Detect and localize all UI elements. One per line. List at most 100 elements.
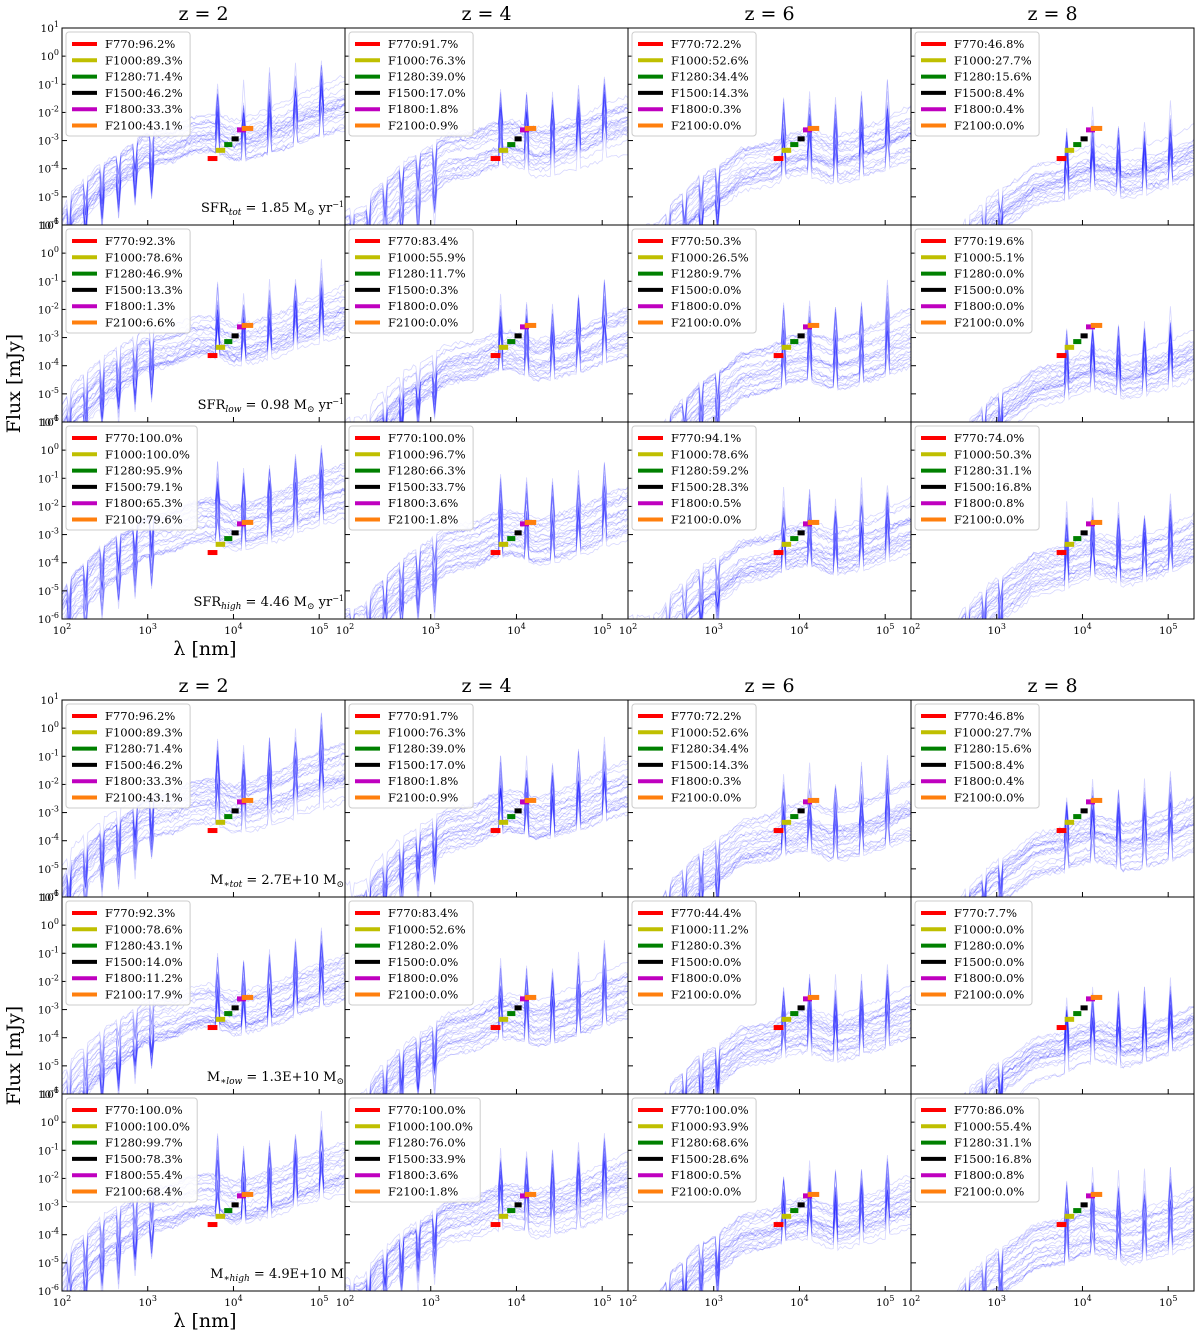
panel: F770:46.8% F1000:27.7% F1280:15.6% F1500:8.… [910,27,1195,226]
sed-curve [960,515,1194,619]
sed-curve [691,805,911,897]
legend-entry: F1280:71.4% [105,742,183,756]
sed-curve [676,970,911,1094]
y-tick-label: 10-4 [38,161,59,176]
sed-curve [388,116,628,225]
sed-curve [673,979,911,1094]
sed-curve [374,302,628,422]
sed-curve [72,303,345,422]
sed-curve [686,503,911,619]
legend-entry: F2100:0.0% [671,1185,741,1199]
sed-curve [376,296,628,422]
sed-curve [990,334,1194,422]
sed-curve [370,1148,628,1291]
sed-curves [962,100,1194,225]
sed-curve [62,453,345,603]
sed-curve [686,503,911,619]
sed-curve [70,1153,345,1291]
sed-curve [63,759,345,897]
legend: F770:86.0% F1000:55.4% F1280:31.1% F1500:16… [914,1097,1040,1203]
sed-curve [62,449,345,610]
legend-entry: F1000:100.0% [105,1119,190,1133]
legend-entry: F1000:89.3% [105,53,183,67]
sed-curve [686,131,911,225]
legend-entry: F1000:11.2% [671,922,749,936]
sed-curve [378,84,628,225]
legend-entry: F1280:0.3% [671,939,741,953]
sed-curve [671,974,911,1094]
sed-curve [392,315,628,422]
legend-entry: F1280:43.1% [105,939,183,953]
y-tick-label: 10-1 [38,76,59,91]
sed-curve [972,786,1194,897]
sed-curve [71,767,345,897]
legend-entry: F1800:33.3% [105,774,183,788]
x-tick-label: 103 [421,1294,439,1309]
sed-curve [664,102,911,225]
panel: F770:72.2% F1000:52.6% F1280:34.4% F1500:14… [627,699,912,898]
sed-curves [345,736,628,897]
sed-curve [995,356,1194,422]
panel-annotation: M∗tot = 2.7E+10 M⊙ [210,873,344,890]
sed-curve [70,289,345,422]
sed-curve [62,62,345,221]
sed-curve [382,965,628,1094]
legend: F770:91.7% F1000:76.3% F1280:39.0% F1500:17… [348,31,474,137]
legend-entry: F1800:11.2% [105,971,183,985]
legend-entry: F770:100.0% [671,1103,749,1117]
x-tick-label: 104 [224,1294,242,1309]
sed-curve [87,951,345,1094]
sed-curve [369,762,628,897]
x-tick-label: 105 [876,1294,894,1309]
y-tick-label: 10-5 [38,583,59,598]
y-tick-label: 101 [41,414,59,429]
sed-curves [62,60,345,225]
sed-curve [669,316,911,422]
sed-curve [379,322,628,422]
sed-curve [688,1008,911,1094]
sed-curve [370,1139,628,1291]
sed-curve [345,1157,628,1291]
sed-curve [663,302,911,422]
sed-curve [370,502,628,619]
y-tick-label: 101 [41,692,59,707]
sed-curve [705,1010,911,1094]
sed-curve [62,716,345,897]
sed-curve [62,1150,345,1283]
sed-curve [372,771,628,897]
legend-entry: F1500:16.8% [954,480,1032,494]
sed-curve [670,113,911,225]
sed-curve [686,997,911,1094]
legend-entry: F1500:33.9% [388,1152,466,1166]
legend-entry: F1500:17.0% [388,758,466,772]
sed-curve [707,330,911,422]
sed-curve [370,973,628,1094]
sed-curve [387,983,628,1094]
sed-curve [86,956,345,1094]
sed-curve [64,470,345,619]
sed-curve [694,129,911,225]
panel: F770:83.4% F1000:55.9% F1280:11.7% F1500:0.… [344,224,629,423]
panel-title: z = 8 [1027,675,1077,697]
legend-entry: F1000:5.1% [954,250,1024,264]
sed-curve [957,507,1194,619]
sed-curve [73,311,345,422]
sed-curve [62,1131,345,1287]
y-axis-label: Flux [mJy] [3,1006,25,1105]
sed-curve [70,295,345,422]
sed-curve [378,503,628,619]
legend-entry: F770:94.1% [671,431,741,445]
x-tick-label: 104 [790,622,808,637]
legend-entry: F1800:3.6% [388,1168,458,1182]
sed-curve [358,100,628,225]
legend-entry: F2100:0.0% [671,513,741,527]
sed-curve [975,517,1194,619]
sed-curve [991,523,1194,619]
legend-entry: F2100:0.0% [388,316,458,330]
sed-curve [676,296,911,422]
sed-curve [680,974,911,1094]
sed-curve [687,115,911,225]
y-tick-label: 100 [41,442,59,457]
sed-curve [992,332,1194,422]
sed-curve [969,333,1194,422]
